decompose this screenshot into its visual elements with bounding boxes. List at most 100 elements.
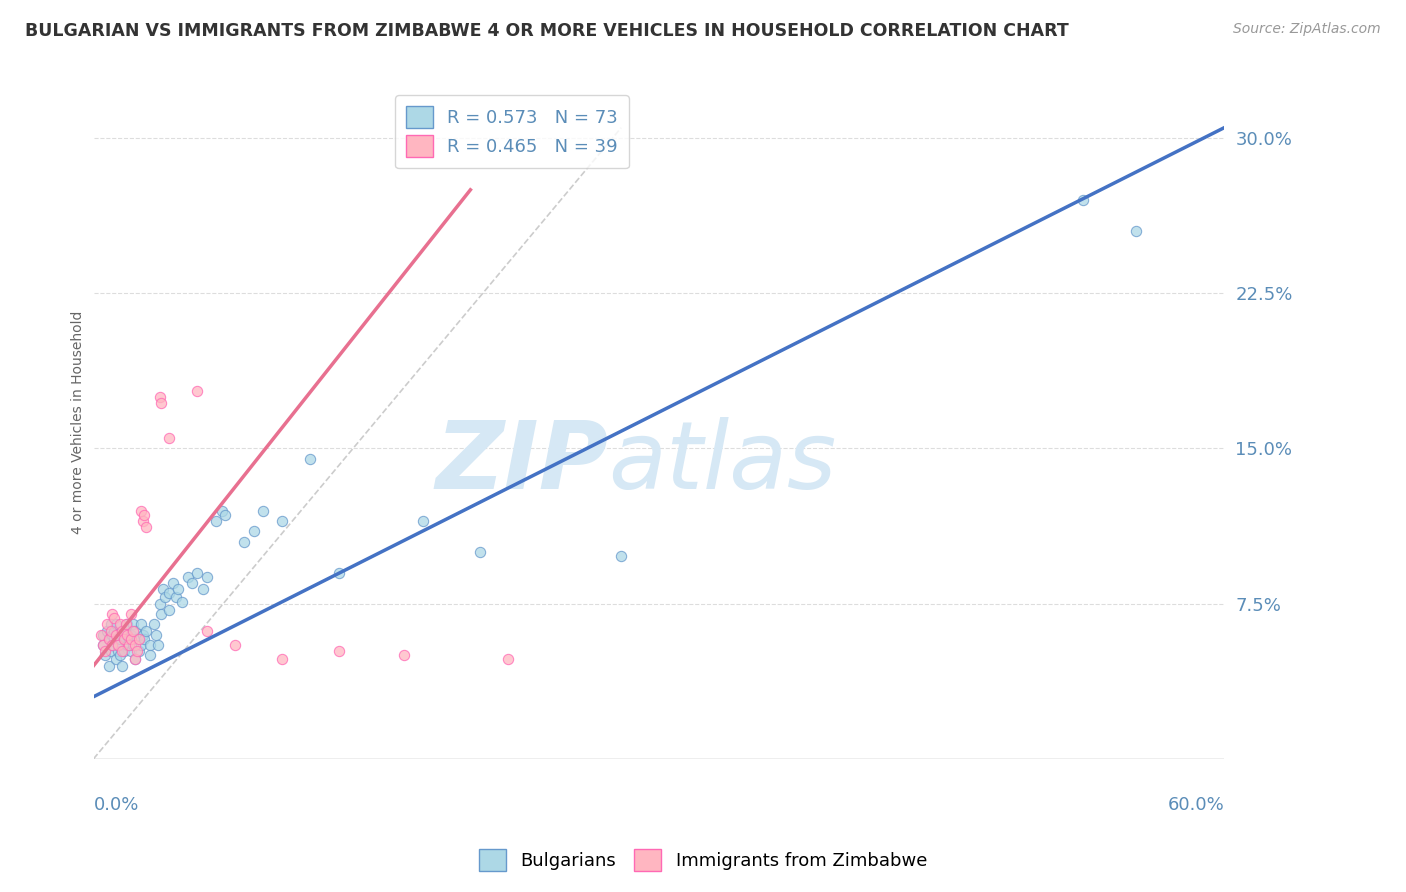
- Point: [271, 514, 294, 528]
- Point: [468, 545, 491, 559]
- Point: [97, 632, 120, 646]
- Point: [172, 594, 194, 608]
- Point: [129, 617, 152, 632]
- Point: [94, 644, 117, 658]
- Point: [271, 652, 294, 666]
- Point: [91, 638, 114, 652]
- Point: [114, 617, 136, 632]
- Point: [118, 632, 141, 646]
- Point: [233, 534, 256, 549]
- Point: [91, 627, 114, 641]
- Point: [120, 607, 142, 621]
- Point: [91, 638, 114, 652]
- Text: atlas: atlas: [607, 417, 837, 508]
- Point: [142, 617, 165, 632]
- Point: [100, 617, 122, 632]
- Point: [128, 644, 150, 658]
- Point: [97, 632, 120, 646]
- Point: [153, 591, 176, 605]
- Point: [139, 638, 162, 652]
- Point: [111, 624, 134, 638]
- Point: [108, 617, 131, 632]
- Point: [167, 582, 190, 596]
- Point: [139, 648, 162, 663]
- Point: [122, 638, 145, 652]
- Point: [328, 566, 350, 580]
- Point: [128, 632, 150, 646]
- Point: [120, 632, 142, 646]
- Point: [96, 617, 118, 632]
- Point: [120, 644, 142, 658]
- Point: [105, 617, 128, 632]
- Point: [100, 624, 122, 638]
- Point: [146, 638, 169, 652]
- Point: [122, 617, 145, 632]
- Point: [1125, 224, 1147, 238]
- Text: Source: ZipAtlas.com: Source: ZipAtlas.com: [1233, 22, 1381, 37]
- Point: [195, 570, 218, 584]
- Point: [124, 652, 146, 666]
- Text: ZIP: ZIP: [434, 417, 607, 509]
- Point: [496, 652, 519, 666]
- Point: [124, 624, 146, 638]
- Point: [242, 524, 264, 539]
- Point: [135, 624, 157, 638]
- Point: [124, 638, 146, 652]
- Point: [94, 648, 117, 663]
- Point: [131, 627, 153, 641]
- Legend: Bulgarians, Immigrants from Zimbabwe: Bulgarians, Immigrants from Zimbabwe: [471, 842, 935, 879]
- Point: [134, 632, 156, 646]
- Point: [117, 617, 139, 632]
- Point: [118, 638, 141, 652]
- Point: [180, 575, 202, 590]
- Point: [610, 549, 633, 563]
- Point: [114, 624, 136, 638]
- Point: [224, 638, 246, 652]
- Point: [97, 658, 120, 673]
- Point: [205, 514, 228, 528]
- Point: [101, 638, 124, 652]
- Point: [103, 632, 125, 646]
- Point: [157, 431, 180, 445]
- Point: [191, 582, 214, 596]
- Point: [125, 632, 148, 646]
- Point: [129, 503, 152, 517]
- Point: [328, 644, 350, 658]
- Point: [157, 586, 180, 600]
- Text: 60.0%: 60.0%: [1167, 796, 1225, 814]
- Point: [162, 575, 184, 590]
- Point: [211, 503, 233, 517]
- Point: [145, 627, 167, 641]
- Point: [112, 632, 135, 646]
- Y-axis label: 4 or more Vehicles in Household: 4 or more Vehicles in Household: [72, 311, 86, 534]
- Point: [412, 514, 434, 528]
- Point: [124, 652, 146, 666]
- Point: [148, 597, 170, 611]
- Point: [107, 638, 129, 652]
- Point: [105, 652, 128, 666]
- Point: [125, 644, 148, 658]
- Point: [177, 570, 200, 584]
- Point: [129, 638, 152, 652]
- Point: [112, 632, 135, 646]
- Point: [103, 624, 125, 638]
- Point: [108, 632, 131, 646]
- Point: [107, 638, 129, 652]
- Point: [122, 624, 145, 638]
- Point: [134, 508, 156, 522]
- Point: [195, 624, 218, 638]
- Point: [186, 566, 208, 580]
- Point: [166, 591, 188, 605]
- Point: [150, 607, 173, 621]
- Point: [107, 644, 129, 658]
- Point: [117, 627, 139, 641]
- Point: [101, 638, 124, 652]
- Point: [157, 603, 180, 617]
- Point: [111, 627, 134, 641]
- Text: BULGARIAN VS IMMIGRANTS FROM ZIMBABWE 4 OR MORE VEHICLES IN HOUSEHOLD CORRELATIO: BULGARIAN VS IMMIGRANTS FROM ZIMBABWE 4 …: [25, 22, 1069, 40]
- Point: [148, 390, 170, 404]
- Point: [112, 644, 135, 658]
- Point: [152, 582, 174, 596]
- Point: [394, 648, 416, 663]
- Point: [131, 514, 153, 528]
